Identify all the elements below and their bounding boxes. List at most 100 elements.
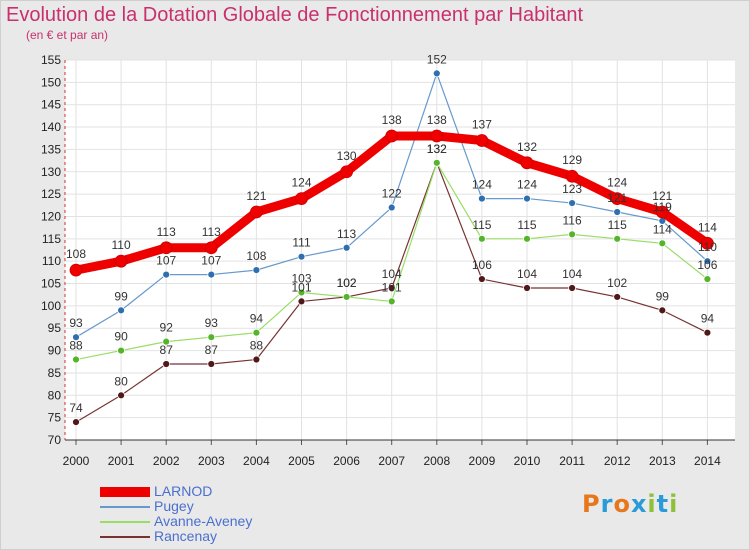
data-label: 94 — [250, 312, 264, 326]
data-point — [477, 194, 486, 203]
data-label: 114 — [653, 222, 672, 236]
data-label: 114 — [698, 220, 717, 234]
data-point — [387, 297, 396, 306]
data-label: 121 — [652, 189, 672, 203]
y-tick-label: 90 — [48, 344, 62, 358]
y-tick-label: 140 — [41, 120, 61, 134]
data-label: 130 — [337, 149, 357, 163]
data-label: 110 — [112, 238, 131, 252]
data-label: 88 — [69, 339, 83, 353]
x-tick-label: 2003 — [198, 454, 225, 468]
data-label: 123 — [562, 182, 582, 196]
x-tick-label: 2013 — [649, 454, 676, 468]
data-label: 124 — [291, 176, 311, 190]
data-label: 119 — [653, 200, 672, 214]
data-point — [568, 199, 576, 207]
data-point — [159, 241, 173, 255]
data-point — [204, 241, 218, 255]
data-point — [613, 208, 622, 216]
data-label: 102 — [337, 276, 357, 290]
data-label: 101 — [291, 280, 311, 294]
data-label: 111 — [292, 236, 311, 250]
data-label: 104 — [517, 267, 537, 281]
data-label: 87 — [205, 343, 219, 357]
logo-letter: P — [582, 490, 601, 518]
data-point — [117, 391, 125, 400]
data-point — [295, 192, 308, 205]
data-label: 104 — [562, 267, 582, 281]
x-tick-label: 2014 — [694, 454, 721, 468]
data-point — [72, 418, 80, 427]
legend-label: Pugey — [154, 498, 194, 514]
data-label: 74 — [69, 401, 83, 415]
data-point — [477, 234, 486, 243]
data-label: 137 — [472, 117, 492, 131]
y-tick-label: 145 — [41, 98, 61, 112]
data-label: 132 — [517, 140, 537, 154]
data-point — [568, 230, 576, 239]
data-label: 115 — [608, 218, 627, 232]
data-point — [162, 337, 171, 346]
data-label: 106 — [472, 258, 492, 272]
x-tick-label: 2001 — [108, 454, 135, 468]
data-point — [613, 234, 622, 243]
data-label: 110 — [698, 240, 717, 254]
data-point — [72, 355, 80, 364]
legend-swatch — [100, 536, 150, 538]
data-point — [701, 236, 714, 250]
x-tick-label: 2000 — [63, 454, 90, 468]
data-label: 124 — [607, 176, 627, 190]
data-label: 108 — [66, 247, 86, 261]
data-label: 124 — [472, 178, 492, 192]
data-label: 99 — [114, 289, 128, 303]
data-point — [523, 284, 531, 292]
y-tick-label: 110 — [42, 254, 61, 268]
data-point — [432, 69, 441, 78]
data-point — [613, 293, 622, 301]
logo-letter: r — [600, 490, 614, 518]
y-tick-label: 150 — [41, 75, 61, 89]
data-point — [565, 169, 579, 183]
y-tick-label: 125 — [41, 187, 61, 201]
data-point — [385, 129, 399, 143]
data-label: 93 — [69, 316, 83, 330]
x-tick-label: 2004 — [243, 454, 270, 468]
data-label: 87 — [160, 343, 174, 357]
legend-swatch — [100, 521, 150, 523]
data-label: 132 — [427, 142, 447, 156]
axes: 70 75 80 85 90 95 100 105 110 115 120 125 130 135 140 1… — [41, 53, 735, 468]
data-label: 102 — [607, 276, 627, 290]
legend-label: LARNOD — [154, 483, 213, 499]
data-point — [387, 284, 396, 292]
data-label: 107 — [156, 254, 176, 268]
data-point — [249, 205, 263, 219]
data-label: 88 — [250, 339, 264, 353]
data-point — [655, 205, 669, 219]
series-lines — [69, 69, 714, 427]
x-tick-label: 2005 — [288, 454, 315, 468]
x-tick-label: 2009 — [469, 454, 496, 468]
data-point — [475, 134, 489, 147]
data-point — [69, 263, 83, 277]
data-point — [162, 270, 171, 279]
data-point — [297, 297, 306, 306]
data-point — [162, 360, 171, 368]
data-point — [568, 284, 576, 292]
y-tick-label: 130 — [41, 165, 61, 179]
data-point — [342, 293, 351, 301]
data-point — [117, 346, 125, 355]
data-label: 104 — [382, 267, 402, 281]
data-point — [703, 257, 712, 266]
x-tick-label: 2002 — [153, 454, 180, 468]
data-point — [252, 328, 261, 337]
data-label: 132 — [427, 142, 447, 156]
data-point — [432, 158, 441, 167]
data-point — [703, 328, 712, 337]
data-label: 103 — [291, 271, 311, 285]
data-label: 138 — [382, 113, 402, 127]
y-tick-label: 105 — [41, 277, 61, 291]
data-point — [297, 288, 306, 297]
data-label: 124 — [517, 178, 537, 192]
data-point — [523, 194, 531, 203]
